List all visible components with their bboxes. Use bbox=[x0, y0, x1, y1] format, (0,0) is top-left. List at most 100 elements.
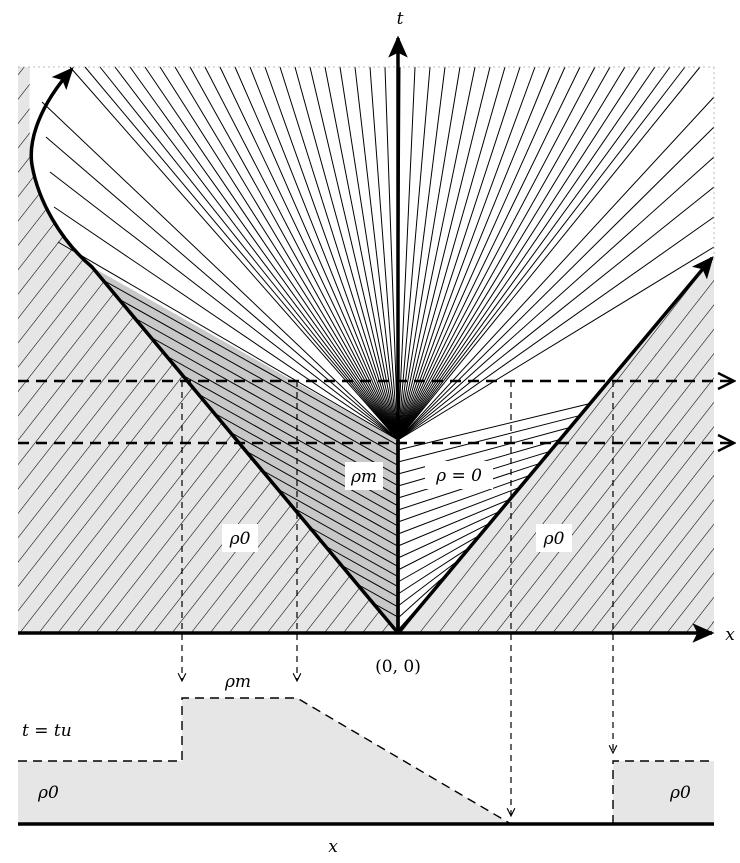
profile-fill-left bbox=[18, 698, 511, 824]
fan-line bbox=[397, 66, 551, 441]
rho-m-characteristic bbox=[229, 431, 399, 527]
rho-zero-characteristic bbox=[397, 486, 522, 535]
fan-line bbox=[397, 66, 671, 441]
fan-line bbox=[234, 66, 399, 441]
origin-label: (0, 0) bbox=[375, 657, 421, 677]
rho-m-characteristic bbox=[102, 279, 399, 446]
rho-zero-characteristic bbox=[397, 546, 472, 595]
fan-line bbox=[397, 66, 656, 441]
fan-line bbox=[99, 66, 399, 441]
fan-line bbox=[114, 66, 399, 441]
fan-line bbox=[397, 66, 686, 441]
fan-line bbox=[397, 66, 461, 441]
rho0-profile-left-label: ρ0 bbox=[37, 783, 59, 803]
fan-line bbox=[144, 66, 399, 441]
rho-zero-characteristic bbox=[397, 414, 582, 463]
left-shock-curve bbox=[29, 67, 400, 635]
x-axis-label: x bbox=[725, 625, 735, 645]
fan-line bbox=[41, 101, 399, 441]
rho-m-characteristic bbox=[356, 583, 399, 608]
rho-m-label: ρm bbox=[350, 467, 377, 487]
rho-m-characteristic bbox=[277, 488, 399, 557]
rarefaction-fan bbox=[41, 66, 715, 441]
rho-m-characteristic bbox=[293, 507, 399, 567]
fan-line bbox=[69, 66, 399, 441]
fan-line bbox=[249, 66, 399, 441]
fan-line bbox=[397, 216, 715, 441]
time-label: t = tu bbox=[22, 721, 72, 741]
fan-line bbox=[324, 66, 399, 441]
fan-line bbox=[384, 66, 399, 441]
fan-line bbox=[397, 66, 476, 441]
fan-line bbox=[53, 206, 399, 441]
fan-line bbox=[397, 66, 446, 441]
fan-line bbox=[397, 66, 491, 441]
fan-line bbox=[397, 66, 626, 441]
rho-zero-characteristic bbox=[397, 558, 461, 607]
fan-line bbox=[354, 66, 399, 441]
rho0-left-label-bg bbox=[222, 524, 258, 552]
rho-zero-label: ρ = 0 bbox=[435, 466, 482, 486]
fan-line bbox=[219, 66, 399, 441]
fan-line bbox=[369, 66, 399, 441]
fan-line bbox=[57, 241, 399, 441]
rho0-profile-right-label: ρ0 bbox=[669, 783, 691, 803]
fan-line bbox=[397, 96, 715, 441]
rho0-right-label-bg bbox=[536, 524, 572, 552]
fan-line bbox=[204, 66, 399, 441]
fan-line bbox=[294, 66, 399, 441]
rho-m-characteristic bbox=[118, 298, 399, 456]
rho-m-characteristic bbox=[261, 469, 399, 547]
profile-x-label: x bbox=[328, 837, 338, 857]
rho-m-profile-label: ρm bbox=[224, 672, 251, 692]
fan-line bbox=[45, 136, 399, 441]
fan-line bbox=[397, 66, 596, 441]
fan-line bbox=[397, 156, 715, 441]
fan-line bbox=[397, 66, 566, 441]
rho-m-characteristic bbox=[150, 336, 399, 477]
rho-zero-characteristic bbox=[397, 510, 502, 559]
t-axis-label: t bbox=[397, 9, 404, 29]
rho0-left-label: ρ0 bbox=[229, 529, 251, 549]
rho-zero-characteristic bbox=[397, 534, 482, 583]
fan-line bbox=[159, 66, 399, 441]
profile-fill-right bbox=[613, 761, 714, 824]
fan-line bbox=[397, 66, 506, 441]
fan-line bbox=[279, 66, 399, 441]
rho-m-characteristic bbox=[309, 526, 399, 578]
fan-line bbox=[397, 66, 701, 441]
fan-line bbox=[189, 66, 399, 441]
rho-m-characteristic bbox=[245, 450, 399, 537]
fan-line bbox=[49, 171, 399, 441]
fan-line bbox=[309, 66, 399, 441]
fan-line bbox=[129, 66, 399, 441]
fan-line bbox=[397, 66, 431, 441]
density-profile bbox=[18, 697, 512, 825]
rho-m-characteristic bbox=[213, 412, 399, 517]
fan-line bbox=[397, 66, 416, 441]
rho-m-characteristics bbox=[102, 279, 399, 618]
rho-m-characteristic bbox=[134, 317, 399, 466]
right-shock-curve bbox=[396, 256, 714, 635]
rho-zero-characteristic bbox=[397, 522, 492, 571]
rho-zero-label-bg bbox=[425, 461, 493, 489]
fan-line bbox=[397, 66, 536, 441]
rho-zero-characteristic bbox=[397, 498, 512, 547]
left-uniform-region bbox=[18, 67, 398, 633]
rho-m-label-bg bbox=[345, 462, 383, 490]
fan-line bbox=[264, 66, 399, 441]
fan-line bbox=[397, 66, 611, 441]
fan-line bbox=[397, 186, 715, 441]
fan-line bbox=[397, 246, 715, 441]
fan-line bbox=[397, 66, 641, 441]
fan-line bbox=[397, 66, 581, 441]
fan-line bbox=[339, 66, 399, 441]
fan-line bbox=[397, 66, 521, 441]
fan-line bbox=[397, 126, 715, 441]
rho-zero-characteristic bbox=[397, 474, 532, 523]
fan-line bbox=[84, 66, 399, 441]
rho-m-characteristic bbox=[340, 564, 399, 598]
rho-zero-characteristic bbox=[397, 402, 592, 451]
rho-m-characteristic bbox=[325, 545, 399, 588]
